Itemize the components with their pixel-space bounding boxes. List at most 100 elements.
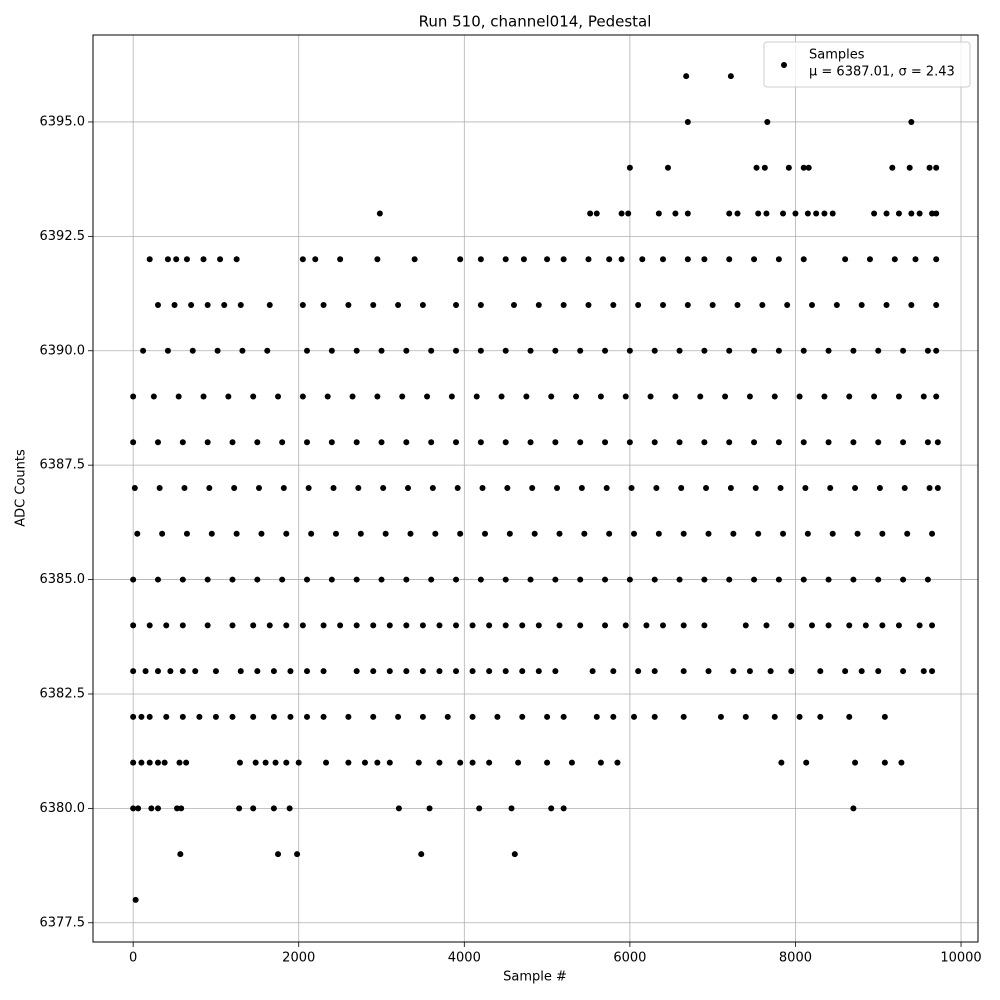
- point: [891, 256, 898, 263]
- point: [204, 301, 211, 308]
- point: [727, 73, 734, 80]
- point: [697, 393, 704, 400]
- point: [602, 576, 609, 583]
- point: [672, 393, 679, 400]
- point: [477, 576, 484, 583]
- point: [653, 485, 660, 492]
- point: [548, 805, 555, 812]
- point: [651, 576, 658, 583]
- point: [742, 622, 749, 629]
- point: [829, 530, 836, 537]
- point: [337, 256, 344, 263]
- point: [299, 393, 306, 400]
- point: [469, 759, 476, 766]
- point: [411, 256, 418, 263]
- point: [328, 347, 335, 354]
- point: [163, 713, 170, 720]
- point: [881, 759, 888, 766]
- point: [154, 576, 161, 583]
- legend: Samples μ = 6387.01, σ = 2.43: [763, 41, 971, 88]
- point: [236, 759, 243, 766]
- point: [800, 439, 807, 446]
- point: [231, 485, 238, 492]
- point: [926, 164, 933, 171]
- point: [200, 393, 207, 400]
- point: [225, 393, 232, 400]
- point: [270, 668, 277, 675]
- point: [279, 439, 286, 446]
- point: [701, 622, 708, 629]
- point: [597, 759, 604, 766]
- y-tick-label: 6395.0: [40, 114, 86, 129]
- point: [159, 530, 166, 537]
- point: [664, 164, 671, 171]
- point: [196, 713, 203, 720]
- point: [881, 713, 888, 720]
- point: [676, 439, 683, 446]
- point: [796, 713, 803, 720]
- point: [283, 530, 290, 537]
- point: [419, 713, 426, 720]
- point: [556, 622, 563, 629]
- point: [875, 439, 882, 446]
- point: [432, 530, 439, 537]
- point: [304, 347, 311, 354]
- point: [751, 347, 758, 354]
- point: [453, 668, 460, 675]
- point: [353, 576, 360, 583]
- point: [722, 393, 729, 400]
- point: [778, 759, 785, 766]
- point: [659, 256, 666, 263]
- point: [332, 530, 339, 537]
- point: [610, 301, 617, 308]
- point: [626, 439, 633, 446]
- point: [904, 530, 911, 537]
- y-tick-label: 6387.5: [40, 458, 86, 473]
- point: [659, 301, 666, 308]
- point: [175, 393, 182, 400]
- point: [361, 759, 368, 766]
- point: [803, 759, 810, 766]
- point: [527, 576, 534, 583]
- point: [477, 301, 484, 308]
- point: [556, 530, 563, 537]
- point: [593, 713, 600, 720]
- point: [323, 759, 330, 766]
- point: [901, 485, 908, 492]
- point: [552, 576, 559, 583]
- point: [734, 301, 741, 308]
- point: [726, 576, 733, 583]
- point: [502, 622, 509, 629]
- point: [703, 485, 710, 492]
- point: [852, 485, 859, 492]
- point: [577, 439, 584, 446]
- point: [179, 668, 186, 675]
- point: [295, 759, 302, 766]
- point: [784, 301, 791, 308]
- point: [328, 439, 335, 446]
- point: [875, 576, 882, 583]
- point: [286, 805, 293, 812]
- point: [916, 622, 923, 629]
- point: [453, 301, 460, 308]
- point: [846, 393, 853, 400]
- point: [473, 393, 480, 400]
- point: [130, 805, 137, 812]
- point: [304, 439, 311, 446]
- point: [135, 805, 142, 812]
- point: [850, 805, 857, 812]
- point: [154, 668, 161, 675]
- legend-marker: [781, 62, 787, 68]
- point: [578, 485, 585, 492]
- point: [353, 668, 360, 675]
- point: [183, 759, 190, 766]
- point: [280, 485, 287, 492]
- point: [266, 622, 273, 629]
- point: [428, 347, 435, 354]
- point: [829, 210, 836, 217]
- point: [374, 759, 381, 766]
- point: [889, 164, 896, 171]
- point: [800, 164, 807, 171]
- point: [308, 530, 315, 537]
- point: [469, 668, 476, 675]
